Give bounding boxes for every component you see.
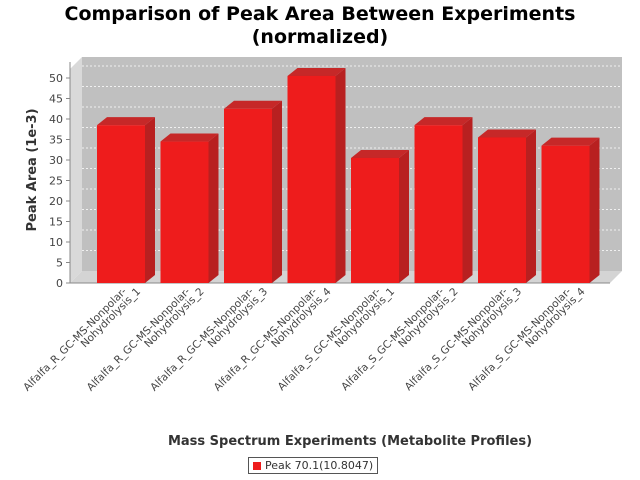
bar [287, 75, 336, 283]
legend: Peak 70.1(10.8047) [248, 457, 379, 474]
x-tick-label: Alfalfa_R_GC-MS-Nonpolar- [85, 285, 193, 393]
bar-side [335, 67, 346, 283]
bar [160, 141, 209, 283]
bar-top [351, 149, 409, 158]
bar [478, 137, 526, 283]
y-tick-label: 10 [49, 236, 63, 249]
bar [224, 108, 272, 283]
x-tick-label: Alfalfa_R_GC-MS-Nonpolar- [212, 285, 320, 393]
y-tick-label: 15 [49, 216, 63, 229]
legend-label: Peak 70.1(10.8047) [265, 459, 374, 472]
bar-side [462, 117, 473, 284]
bar [351, 157, 399, 283]
x-tick-label: Alfalfa_S_GC-MS-Nonpolar- [403, 285, 511, 393]
chart-title: Comparison of Peak Area Between Experime… [64, 3, 576, 25]
x-axis-title: Mass Spectrum Experiments (Metabolite Pr… [168, 434, 532, 449]
bar-top [160, 133, 219, 142]
y-axis-title: Peak Area (1e-3) [25, 108, 40, 231]
bar-top [224, 100, 282, 109]
bar-chart: 0 5 10 15 20 25 30 35 40 45 50 Alfalfa_R_GC-MS-Nonp… [21, 57, 622, 449]
y-tick-label: 30 [49, 154, 63, 167]
y-tick-label: 35 [49, 134, 63, 147]
y-tick-label: 50 [49, 72, 63, 85]
x-tick-label: Alfalfa_R_GC-MS-Nonpolar- [148, 285, 256, 393]
bar-side [589, 137, 600, 283]
bar-side [145, 117, 155, 284]
y-tick-label: 45 [49, 93, 63, 106]
bar [414, 125, 463, 284]
bar-top [287, 67, 346, 76]
y-tick-label: 0 [56, 277, 63, 290]
x-tick-label: Alfalfa_S_GC-MS-Nonpolar- [276, 285, 384, 393]
bar-side [399, 149, 409, 283]
bar-top [414, 117, 473, 126]
bar-top [541, 137, 600, 146]
bar-side [208, 133, 219, 283]
y-tick-label: 40 [49, 113, 63, 126]
bar [541, 145, 590, 283]
x-tick-label: Alfalfa_S_GC-MS-Nonpolar- [466, 285, 574, 393]
bar-top [97, 117, 155, 126]
y-tick-label: 25 [49, 175, 63, 188]
x-tick-label: Alfalfa_S_GC-MS-Nonpolar- [339, 285, 447, 393]
bar [97, 125, 145, 284]
plot-left-wall [70, 57, 82, 283]
x-tick-label: Alfalfa_R_GC-MS-Nonpolar- [21, 285, 129, 393]
bar-side [526, 129, 536, 283]
bar-top [478, 129, 536, 138]
bar-side [272, 100, 282, 283]
y-tick-label: 5 [56, 257, 63, 270]
y-tick-label: 20 [49, 195, 63, 208]
chart-subtitle: (normalized) [251, 26, 389, 48]
legend-swatch [253, 461, 261, 470]
